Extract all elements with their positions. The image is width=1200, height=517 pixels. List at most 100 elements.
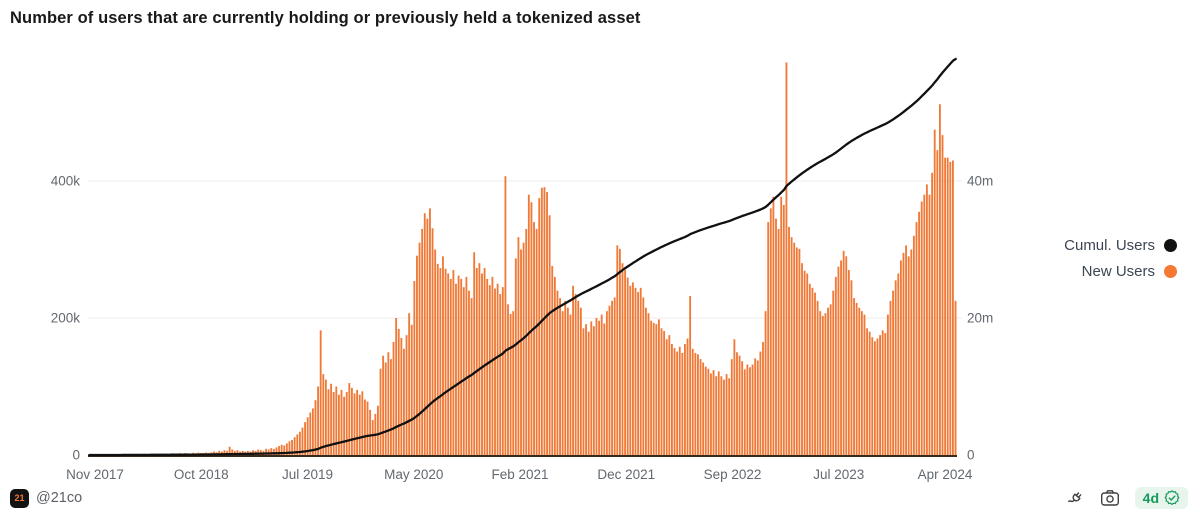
new-users-bar	[319, 330, 322, 455]
new-users-bar	[525, 228, 528, 455]
new-users-bar	[410, 324, 413, 455]
new-users-bar	[267, 449, 270, 455]
new-users-bar	[827, 307, 829, 456]
new-users-bar	[421, 228, 424, 455]
new-users-bar	[671, 344, 673, 455]
new-users-bar	[384, 362, 387, 455]
new-users-bar	[834, 276, 837, 455]
new-users-bar	[569, 314, 572, 455]
new-users-bar	[762, 341, 764, 456]
new-users-bar	[457, 275, 460, 455]
new-users-bar	[288, 441, 291, 455]
new-users-bar	[577, 300, 580, 456]
new-users-bar	[363, 399, 366, 455]
new-users-bar	[418, 242, 421, 455]
new-users-bar	[647, 313, 650, 455]
new-users-bar	[377, 405, 379, 455]
new-users-bar	[910, 249, 913, 455]
new-users-bar	[894, 280, 897, 455]
new-users-bar	[691, 348, 694, 455]
attribution-link[interactable]: 21 @21co	[10, 488, 82, 508]
new-users-bar	[226, 450, 228, 455]
new-users-bar	[494, 288, 496, 455]
new-users-bar	[728, 378, 731, 455]
new-users-bar	[603, 323, 606, 455]
new-users-bar	[788, 226, 790, 455]
new-users-bar	[561, 311, 564, 455]
right-axis-tick: 0	[967, 448, 975, 463]
new-users-bar	[392, 341, 395, 456]
x-axis-tick: Sep 2022	[704, 467, 762, 482]
new-users-bar	[944, 157, 947, 455]
new-users-bar	[306, 417, 309, 455]
new-users-bar	[600, 314, 603, 455]
new-users-bar	[496, 283, 499, 455]
new-users-bar	[746, 364, 749, 455]
cumulative-users-line[interactable]	[88, 57, 957, 457]
new-users-bar	[730, 359, 733, 455]
new-users-bar	[814, 292, 816, 455]
new-users-bar	[868, 331, 871, 455]
x-axis-tick: Apr 2024	[918, 467, 973, 482]
new-users-bar	[470, 298, 473, 455]
new-users-bar	[416, 255, 418, 455]
new-users-bar	[468, 290, 470, 455]
new-users-bar	[824, 313, 827, 455]
new-users-bar	[952, 160, 954, 455]
new-users-bar	[486, 278, 489, 455]
new-users-bar	[743, 369, 746, 456]
new-users-bar	[889, 300, 892, 456]
new-users-bar	[530, 202, 533, 455]
new-users-bar	[723, 379, 725, 455]
new-users-bar	[657, 319, 660, 455]
plug-icon	[1067, 491, 1081, 502]
new-users-bar	[278, 446, 280, 456]
left-axis-tick: 200k	[51, 311, 81, 326]
x-axis-tick: Dec 2021	[597, 467, 655, 482]
new-users-bar	[925, 184, 928, 456]
new-users-bar	[491, 276, 494, 455]
new-users-bar	[928, 194, 931, 455]
new-users-bar	[475, 268, 478, 456]
snapshot-button[interactable]	[1100, 489, 1120, 507]
new-users-bar	[257, 449, 260, 455]
legend-swatch-cumulative-users	[1164, 239, 1177, 252]
left-axis-labels: 0 200k 400k	[51, 174, 81, 463]
new-users-bar	[920, 201, 923, 455]
new-users-bar	[665, 339, 668, 456]
new-users-bar	[785, 62, 788, 456]
new-users-bar	[707, 368, 710, 455]
new-users-bar	[782, 204, 785, 455]
new-users-bar	[452, 270, 455, 455]
new-users-bar	[324, 379, 327, 455]
new-users-bar	[298, 431, 301, 455]
new-users-bar	[291, 439, 293, 455]
new-users-bar	[738, 355, 741, 456]
new-users-bars[interactable]	[90, 62, 957, 456]
new-users-bar	[462, 287, 465, 455]
new-users-bar	[946, 157, 949, 455]
new-users-bar	[663, 331, 666, 455]
legend-item-cumulative-users[interactable]: Cumul. Users	[1064, 237, 1177, 254]
new-users-bar	[733, 339, 736, 456]
new-users-bar	[923, 194, 926, 455]
new-users-bar	[899, 260, 902, 455]
new-users-bar	[858, 307, 861, 456]
legend-item-new-users[interactable]: New Users	[1082, 263, 1177, 280]
new-users-bar	[892, 290, 895, 455]
new-users-bar	[595, 318, 598, 455]
new-users-bar	[350, 387, 353, 455]
embed-button[interactable]	[1066, 489, 1085, 508]
new-users-bar	[790, 237, 793, 455]
new-users-bar	[348, 383, 351, 455]
new-users-bar	[413, 281, 416, 455]
new-users-bar	[311, 408, 314, 455]
new-users-bar	[395, 318, 398, 455]
new-users-bar	[366, 401, 369, 455]
new-users-bar	[335, 386, 338, 455]
new-users-bar	[439, 268, 442, 456]
new-users-bar	[873, 341, 876, 455]
right-axis-labels: 0 20m 40m	[967, 174, 993, 463]
data-freshness-badge[interactable]: 4d	[1134, 487, 1188, 509]
chart-title: Number of users that are currently holdi…	[10, 9, 641, 27]
